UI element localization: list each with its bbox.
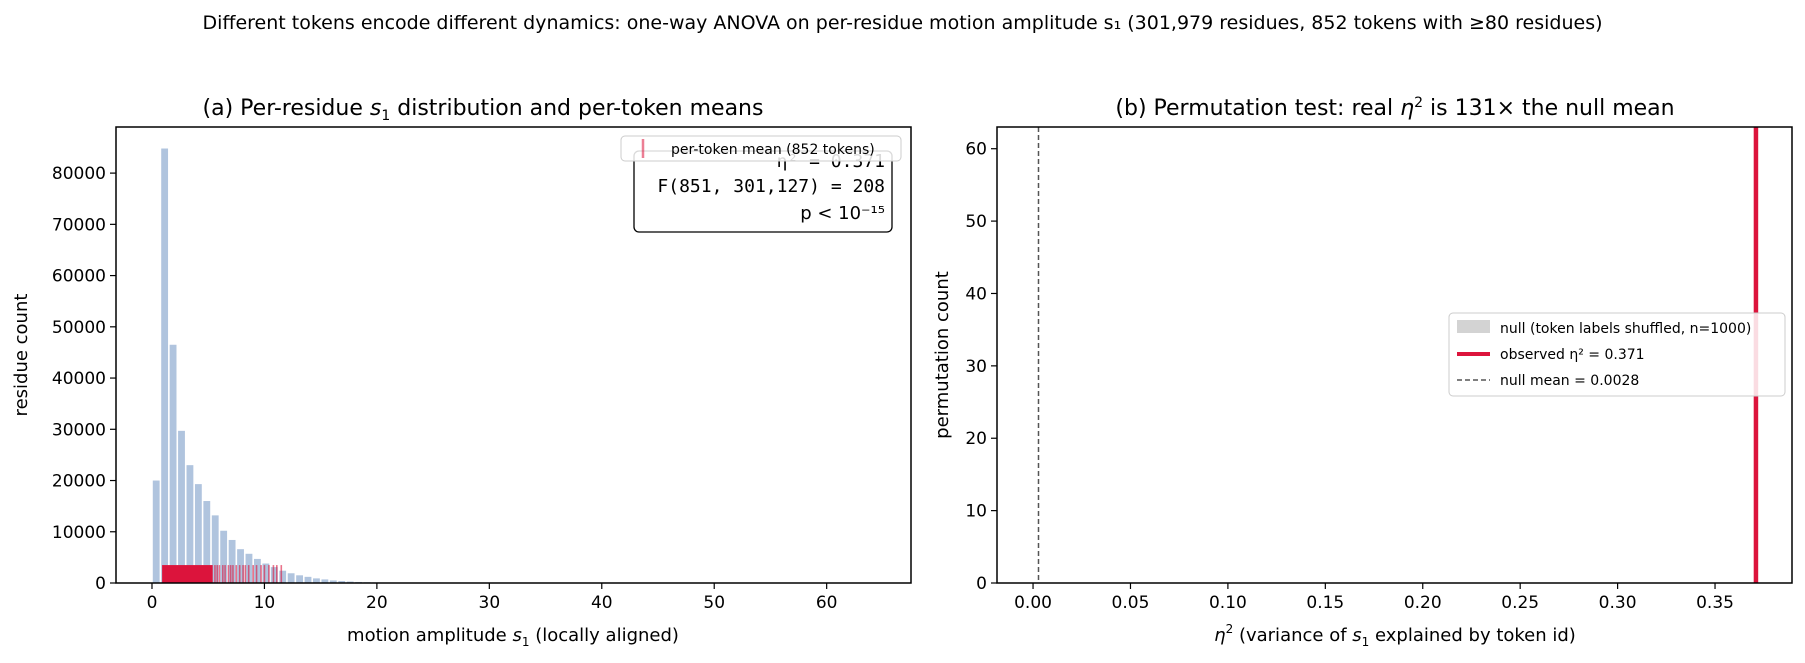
- panel-b: (b) Permutation test: real η2 is 131× th…: [932, 95, 1793, 649]
- stats-box: η² = 0.371 F(851, 301,127) = 208 p < 10⁻…: [633, 150, 893, 233]
- histogram-bar: [152, 480, 160, 583]
- y-tick-label: 30000: [52, 420, 106, 440]
- panel-b-ylabel: permutation count: [932, 271, 953, 439]
- panel-a-frame: [115, 126, 912, 584]
- legend-null-mean-label: null mean = 0.0028: [1500, 373, 1639, 389]
- legend-observed-label: observed η² = 0.371: [1500, 347, 1645, 363]
- histogram-bar: [220, 530, 228, 583]
- y-tick-label: 80000: [52, 164, 106, 184]
- panel-b-plot-area: 0.00 0.05 0.10 0.15 0.20 0.25 0.30 0.35 0 10 20 30 4…: [965, 127, 1759, 613]
- histogram-bar: [304, 576, 312, 583]
- y-tick-label: 0: [976, 574, 987, 594]
- x-tick-label: 30: [479, 593, 501, 613]
- legend-null-swatch: [1457, 320, 1490, 333]
- histogram-bar: [262, 563, 270, 583]
- x-tick-label: 40: [591, 593, 613, 613]
- x-tick-label: 0.10: [1209, 593, 1247, 613]
- y-tick-label: 30: [965, 357, 987, 377]
- x-tick-label: 0.05: [1112, 593, 1150, 613]
- x-tick-label: 0.20: [1404, 593, 1442, 613]
- panel-b-title: (b) Permutation test: real η2 is 131× th…: [1115, 95, 1674, 121]
- histogram-bar: [296, 575, 303, 583]
- x-tick-label: 60: [816, 593, 838, 613]
- histogram-bar: [161, 148, 169, 583]
- x-tick-label: 0.30: [1599, 593, 1637, 613]
- token-mean-dense-band: [162, 565, 213, 583]
- legend-null-label: null (token labels shuffled, n=1000): [1500, 321, 1751, 337]
- panel-a-plot-area: 0 10 20 30 40 50 60 0 10000 20000 30000 40000 50000 6…: [52, 148, 838, 613]
- histogram-bar: [338, 581, 346, 583]
- x-tick-label: 0.25: [1501, 593, 1539, 613]
- histogram-bar: [228, 539, 236, 583]
- y-tick-label: 70000: [52, 215, 106, 235]
- panel-a-xlabel: motion amplitude s1 (locally aligned): [347, 625, 679, 649]
- histogram-bar: [287, 573, 295, 583]
- panel-a-ylabel: residue count: [11, 294, 32, 417]
- x-tick-label: 0.35: [1696, 593, 1734, 613]
- histogram-bar: [321, 579, 329, 583]
- panel-a-legend-frame: [620, 135, 902, 162]
- panel-b-frame: [996, 126, 1793, 584]
- x-tick-label: 50: [703, 593, 725, 613]
- y-tick-label: 60000: [52, 267, 106, 287]
- y-tick-label: 50: [965, 212, 987, 232]
- legend-token-mean-label: per-token mean (852 tokens): [671, 142, 875, 158]
- x-tick-label: 10: [254, 593, 276, 613]
- histogram-bar: [186, 465, 194, 583]
- panel-a-legend: per-token mean (852 tokens): [620, 135, 902, 162]
- panel-a: (a) Per-residue s1 distribution and per-…: [11, 96, 912, 649]
- y-tick-label: 20000: [52, 472, 106, 492]
- x-tick-label: 0: [147, 593, 158, 613]
- y-tick-label: 50000: [52, 318, 106, 338]
- y-tick-label: 10000: [52, 523, 106, 543]
- y-tick-label: 40000: [52, 369, 106, 389]
- x-tick-label: 0.00: [1014, 593, 1052, 613]
- histogram-bar: [253, 558, 261, 583]
- histogram-bar: [203, 501, 211, 583]
- figure-suptitle: Different tokens encode different dynami…: [202, 12, 1603, 34]
- histogram-bar: [211, 515, 219, 583]
- histogram-bar: [178, 430, 185, 583]
- histogram-bar: [279, 570, 287, 583]
- histogram-bar: [313, 578, 320, 583]
- stats-f: F(851, 301,127) = 208: [657, 176, 885, 197]
- y-tick-label: 40: [965, 284, 987, 304]
- histogram-bar: [270, 567, 278, 583]
- panel-b-legend: null (token labels shuffled, n=1000) obs…: [1448, 312, 1786, 397]
- panel-b-legend-frame: [1448, 312, 1786, 397]
- stats-p: p < 10⁻¹⁵: [800, 203, 885, 224]
- panel-a-title: (a) Per-residue s1 distribution and per-…: [203, 96, 764, 124]
- histogram-bar: [194, 484, 202, 583]
- y-tick-label: 60: [965, 140, 987, 160]
- y-tick-label: 10: [965, 502, 987, 522]
- histogram-bar: [237, 549, 244, 583]
- histogram-bar: [329, 580, 337, 583]
- y-tick-label: 20: [965, 429, 987, 449]
- y-tick-label: 0: [95, 574, 106, 594]
- x-tick-label: 20: [366, 593, 388, 613]
- x-tick-label: 0.15: [1306, 593, 1344, 613]
- histogram-bar: [169, 344, 177, 583]
- panel-b-xlabel: η2 (variance of s1 explained by token id…: [1214, 622, 1576, 649]
